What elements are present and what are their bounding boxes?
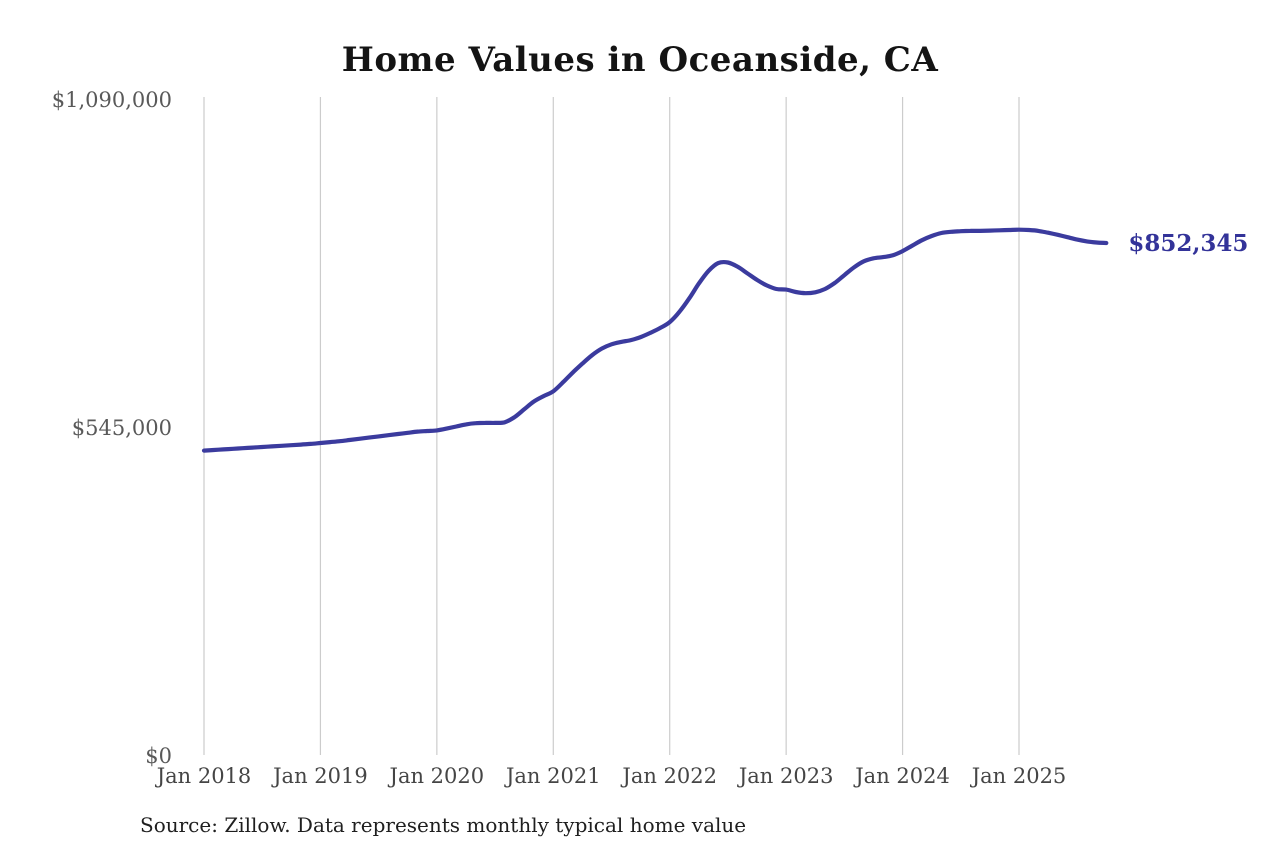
x-tick-label: Jan 2023: [737, 764, 834, 788]
x-tick-label: Jan 2020: [388, 764, 485, 788]
x-tick-label: Jan 2018: [155, 764, 252, 788]
x-tick-label: Jan 2024: [853, 764, 950, 788]
home-value-line: [201, 227, 1109, 453]
y-tick-label: $1,090,000: [52, 88, 172, 112]
chart-title: Home Values in Oceanside, CA: [341, 40, 939, 80]
current-value-label: $852,345: [1128, 230, 1248, 257]
x-tick-label: Jan 2019: [271, 764, 368, 788]
x-tick-label: Jan 2021: [504, 764, 601, 788]
x-tick-label: Jan 2022: [620, 764, 717, 788]
x-tick-label: Jan 2025: [970, 764, 1067, 788]
source-note: Source: Zillow. Data represents monthly …: [140, 813, 747, 837]
y-tick-label: $545,000: [72, 416, 172, 440]
y-tick-label: $0: [145, 744, 172, 768]
